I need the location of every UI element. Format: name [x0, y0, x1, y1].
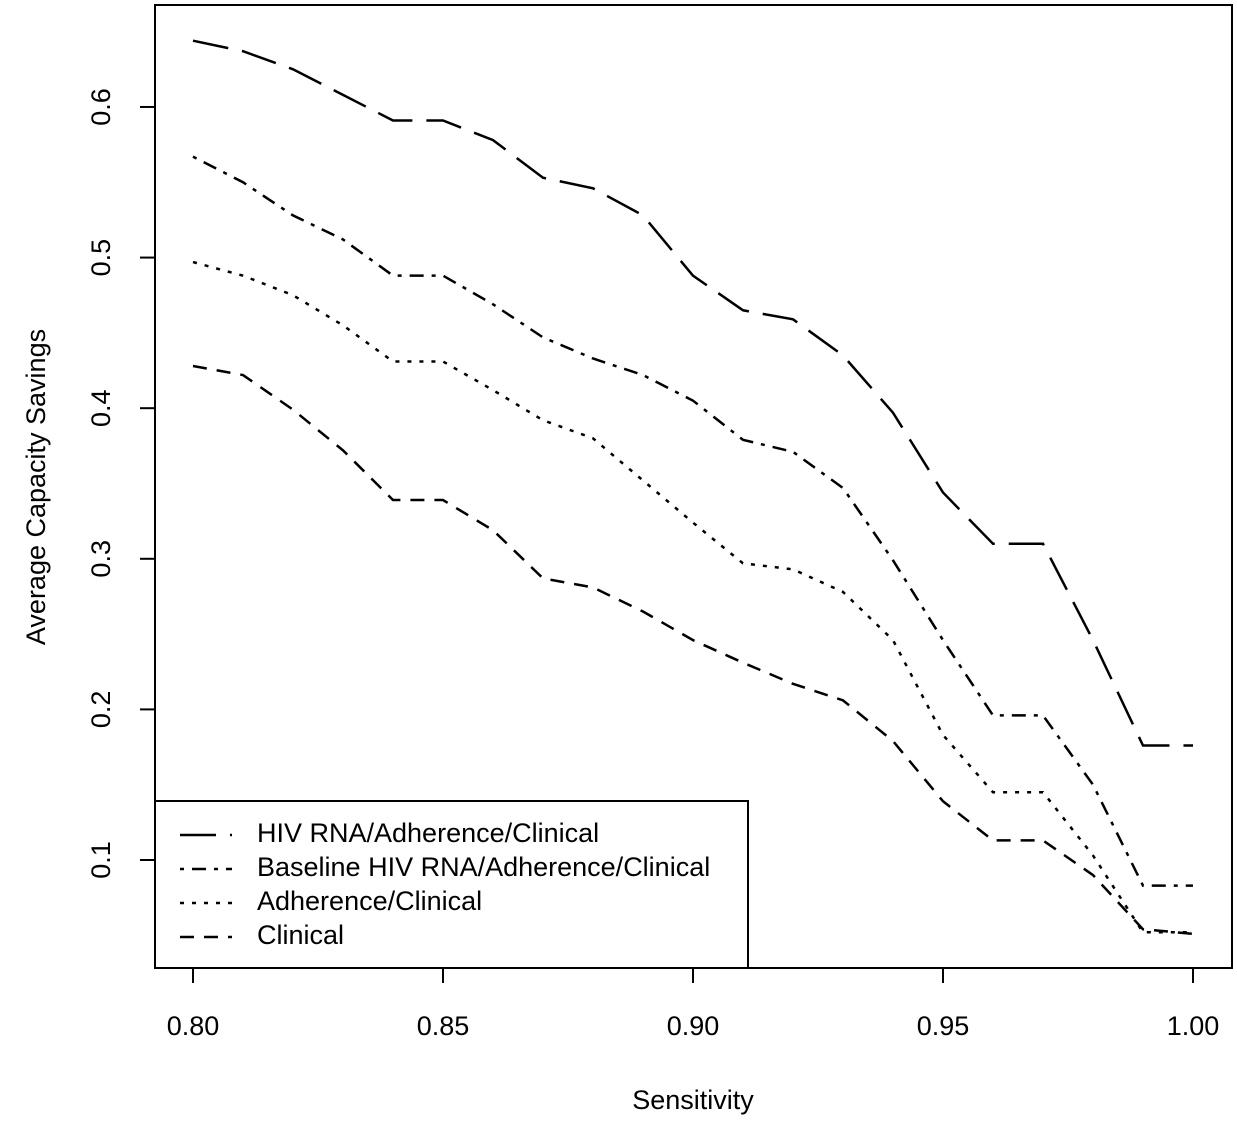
x-tick-label: 0.80 — [167, 1011, 220, 1041]
legend-box — [154, 800, 749, 969]
legend-label: Baseline HIV RNA/Adherence/Clinical — [257, 852, 710, 882]
x-axis-label: Sensitivity — [632, 1085, 754, 1115]
series-line — [192, 364, 1194, 936]
series-line — [192, 39, 1193, 747]
y-tick-label: 0.6 — [86, 88, 116, 126]
x-tick-label: 1.00 — [1167, 1011, 1220, 1041]
x-tick-label: 0.90 — [667, 1011, 720, 1041]
legend-label: Adherence/Clinical — [257, 886, 482, 916]
y-tick-label: 0.4 — [86, 389, 116, 427]
y-tick-label: 0.1 — [86, 841, 116, 879]
y-tick-label: 0.3 — [86, 540, 116, 578]
legend-label: Clinical — [257, 920, 344, 950]
x-tick-label: 0.85 — [417, 1011, 470, 1041]
series-line — [192, 155, 1193, 887]
y-tick-label: 0.2 — [86, 691, 116, 729]
y-axis-label: Average Capacity Savings — [21, 329, 51, 645]
x-tick-label: 0.95 — [917, 1011, 970, 1041]
y-tick-label: 0.5 — [86, 239, 116, 277]
legend-label: HIV RNA/Adherence/Clinical — [257, 818, 599, 848]
